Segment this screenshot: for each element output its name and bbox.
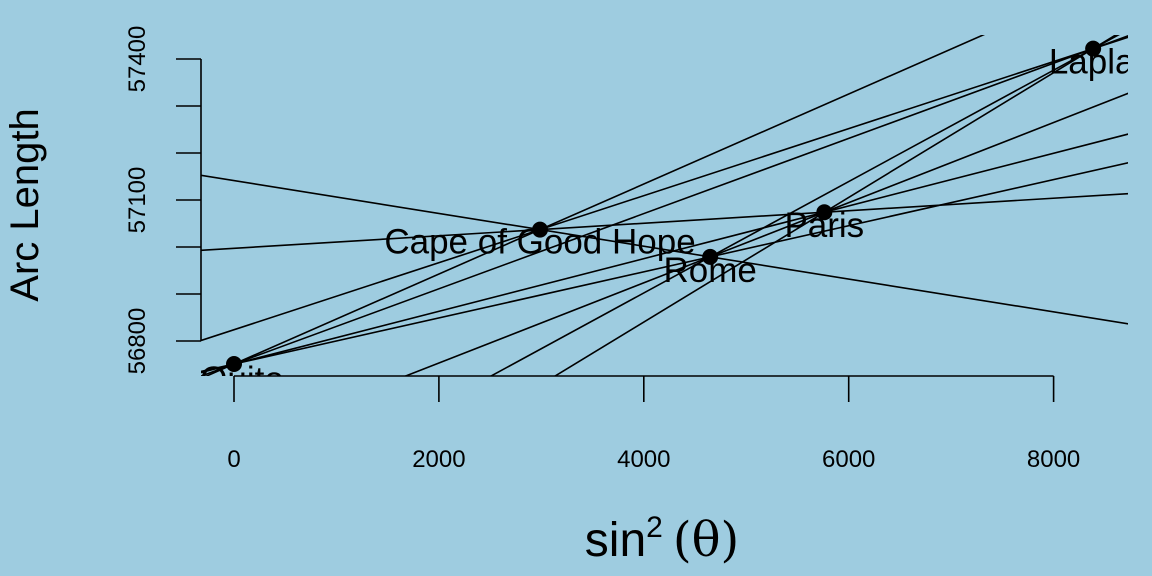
- x-axis-title-argument: (θ): [673, 512, 739, 568]
- x-tick-label: 0: [227, 446, 240, 473]
- line-paris-to-lapland: [553, 35, 1118, 376]
- point-paris: [816, 204, 833, 221]
- point-label-cape-of-good-hope: Cape of Good Hope: [384, 223, 695, 262]
- line-cape-of-good-hope-to-lapland: [201, 36, 1128, 342]
- line-quito-to-paris: [201, 133, 1128, 374]
- point-label-rome: Rome: [664, 251, 757, 290]
- y-tick-label: 57400: [124, 26, 151, 93]
- point-label-paris: Paris: [784, 206, 864, 245]
- data-points: [226, 40, 1102, 373]
- y-axis-title: Arc Length: [3, 108, 47, 301]
- x-axis-title: sin2 (θ): [585, 511, 739, 568]
- line-cape-of-good-hope-to-paris: [201, 192, 1128, 252]
- point-rome: [702, 248, 719, 265]
- point-cape-of-good-hope: [532, 221, 549, 238]
- line-rome-to-lapland: [489, 35, 1120, 376]
- line-quito-to-rome: [201, 162, 1128, 373]
- point-label-quito: Quito: [200, 360, 284, 399]
- point-lapland: [1085, 40, 1102, 57]
- axes: 0 2000 4000 6000 8000 56800 57100 57400: [124, 26, 1080, 473]
- x-axis-title-exponent: 2: [646, 511, 663, 544]
- y-tick-label: 57100: [124, 167, 151, 234]
- x-tick-label: 8000: [1027, 446, 1080, 473]
- line-cape-of-good-hope-to-rome: [201, 174, 1128, 325]
- line-quito-to-lapland: [201, 35, 1128, 376]
- line-quito-to-cape-of-good-hope: [204, 35, 986, 376]
- x-tick-label: 4000: [617, 446, 670, 473]
- x-tick-label: 2000: [412, 446, 465, 473]
- point-quito: [226, 356, 242, 373]
- x-axis-title-base: sin: [585, 514, 646, 567]
- x-tick-label: 6000: [822, 446, 875, 473]
- point-label-lapland: Lapland: [1049, 43, 1152, 82]
- y-tick-label: 56800: [124, 308, 151, 375]
- line-rome-to-paris: [403, 92, 1128, 376]
- pairwise-lines: [201, 35, 1128, 376]
